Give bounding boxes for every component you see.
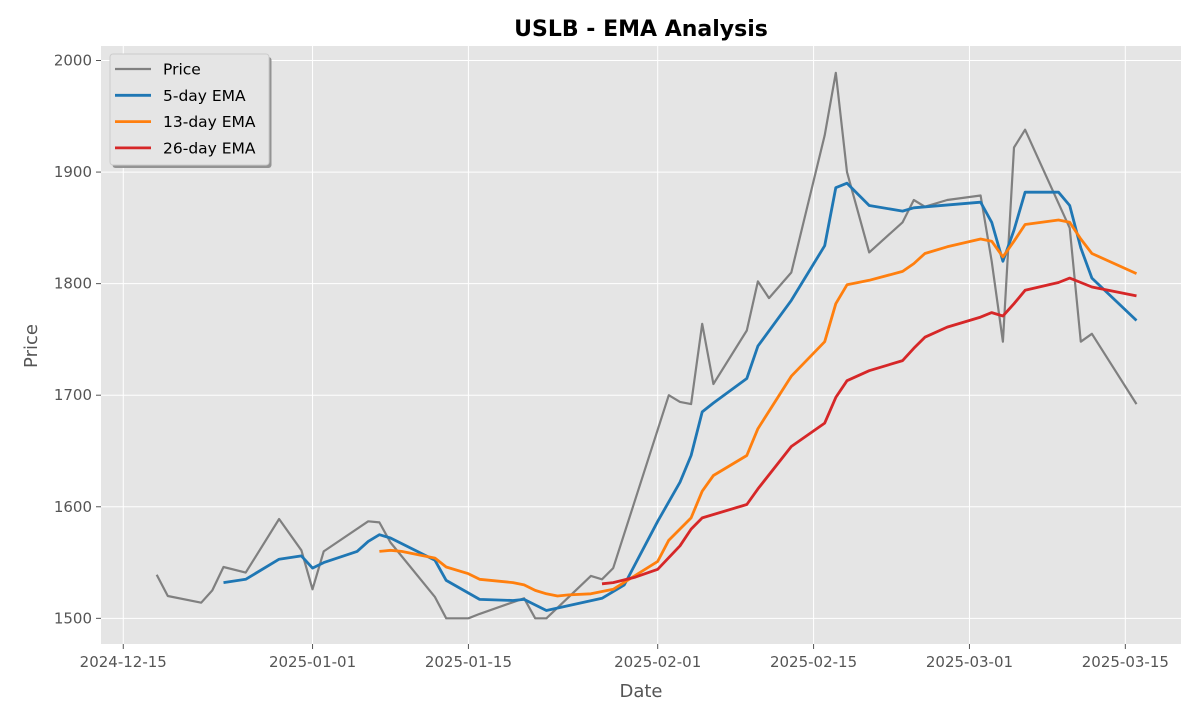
- series-line-3: [379, 218, 1138, 598]
- legend-label-2: 5-day EMA: [163, 87, 246, 105]
- y-tick-label: 1600: [54, 498, 92, 516]
- y-tick-label: 1800: [54, 275, 92, 293]
- series-line-1: [155, 71, 1138, 620]
- legend-label-4: 26-day EMA: [163, 139, 256, 157]
- legend: Price 5-day EMA 13-day EMA 26-day EMA: [109, 53, 272, 168]
- legend-label-3: 13-day EMA: [163, 113, 256, 131]
- x-tick-label: 2025-03-15: [1082, 653, 1169, 671]
- axis-ticks: 2024-12-15 2025-01-01 2025-01-15 2025-02-01…: [54, 52, 1169, 671]
- x-tick-label: 2024-12-15: [80, 653, 167, 671]
- legend-box: [109, 53, 270, 166]
- x-tick-label: 2025-02-15: [770, 653, 857, 671]
- y-tick-label: 1900: [54, 163, 92, 181]
- chart-title: USLB - EMA Analysis: [514, 17, 768, 42]
- legend-label-1: Price: [163, 61, 201, 79]
- series-lines: [155, 71, 1138, 620]
- x-tick-label: 2025-03-01: [926, 653, 1013, 671]
- plot-area: [101, 46, 1181, 644]
- x-axis-label: Date: [619, 681, 662, 702]
- y-tick-label: 2000: [54, 52, 92, 70]
- x-tick-label: 2025-01-15: [425, 653, 512, 671]
- series-line-4: [601, 276, 1137, 586]
- x-tick-label: 2025-02-01: [614, 653, 701, 671]
- grid-lines: [101, 46, 1181, 644]
- x-tick-label: 2025-01-01: [269, 653, 356, 671]
- y-tick-label: 1500: [54, 609, 92, 627]
- y-tick-label: 1700: [54, 386, 92, 404]
- y-axis-label: Price: [21, 324, 42, 368]
